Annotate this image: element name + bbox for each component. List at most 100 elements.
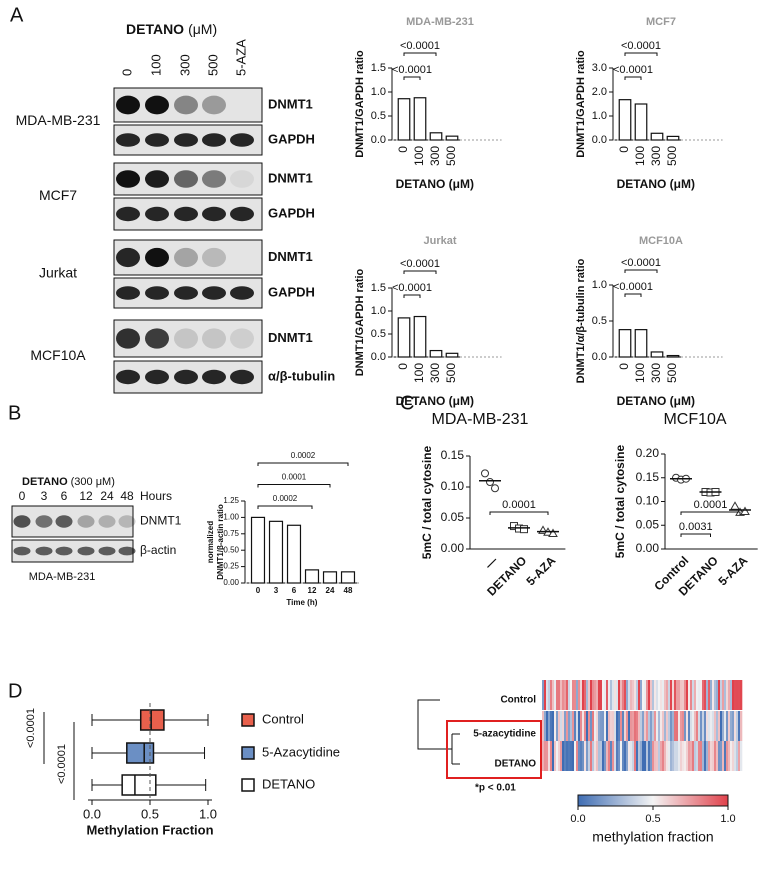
- heatmap-cell: [730, 680, 733, 710]
- y-axis-label: DNMT1/GAPDH ratio: [354, 268, 366, 376]
- heatmap-cell: [546, 711, 549, 741]
- y-axis-label: DNMT1/GAPDH ratio: [575, 50, 587, 158]
- heatmap-cell: [694, 680, 697, 710]
- x-tick-label: 100: [412, 146, 426, 166]
- heatmap-cell: [626, 711, 629, 741]
- row-label: DETANO: [495, 759, 537, 770]
- heatmap-cell: [552, 711, 555, 741]
- legend-swatch: [241, 778, 255, 792]
- heatmap-cell: [588, 680, 591, 710]
- x-tick-label: 300: [649, 363, 663, 383]
- heatmap-cell: [608, 680, 611, 710]
- heatmap-cell: [628, 680, 631, 710]
- heatmap-cell: [654, 680, 657, 710]
- significance-bracket: [489, 511, 549, 515]
- data-point: [548, 528, 558, 537]
- heatmap-cell: [720, 680, 723, 710]
- heatmap-cell: [658, 711, 661, 741]
- treatment: DETANO: [22, 476, 68, 488]
- heatmap-cell: [740, 711, 743, 741]
- heatmap-cell: [630, 680, 633, 710]
- heatmap-cell: [588, 711, 591, 741]
- heatmap-cell: [670, 711, 673, 741]
- heatmap-cell: [640, 741, 643, 771]
- blot-band: [202, 206, 226, 222]
- heatmap-cell: [702, 711, 705, 741]
- data-point: [730, 501, 740, 510]
- heatmap-cell: [598, 741, 601, 771]
- significance-bracket: [680, 511, 741, 515]
- heatmap-cell: [564, 711, 567, 741]
- heatmap-cell: [582, 680, 585, 710]
- x-tick-label: 0: [617, 363, 631, 370]
- cell-line-label: MCF7: [39, 187, 77, 203]
- blot-band: [145, 133, 169, 147]
- heatmap-cell: [616, 711, 619, 741]
- heatmap-cell: [600, 680, 603, 710]
- blot-band: [174, 133, 198, 147]
- cell-line-label: Jurkat: [39, 265, 77, 281]
- x-tick-label: 48: [344, 586, 353, 595]
- heatmap-cell: [610, 741, 613, 771]
- heatmap-cell: [556, 680, 559, 710]
- heatmap-cell: [658, 741, 661, 771]
- heatmap-cell: [634, 680, 637, 710]
- y-axis-label: normalized: [206, 521, 215, 563]
- x-tick-label: 100: [412, 363, 426, 383]
- heatmap-cell: [708, 711, 711, 741]
- blot-band: [174, 247, 198, 268]
- heatmap-cell: [558, 711, 561, 741]
- y-tick-label: 0.00: [441, 541, 465, 555]
- heatmap-cell: [622, 680, 625, 710]
- heatmap-cell: [714, 711, 717, 741]
- heatmap-cell: [544, 711, 547, 741]
- significance-bracket: [403, 76, 421, 80]
- x-tick-label: 300: [428, 363, 442, 383]
- blot-band: [174, 286, 198, 300]
- x-tick-label: 0: [396, 146, 410, 153]
- y-tick-label: 0.0: [592, 134, 607, 146]
- blot-band: [35, 546, 53, 556]
- bar: [304, 569, 320, 584]
- chart-title: MDA-MB-231: [432, 411, 529, 428]
- heatmap-cell: [646, 711, 649, 741]
- heatmap-cell: [674, 711, 677, 741]
- heatmap-cell: [732, 680, 735, 710]
- lane-label: 0: [119, 69, 134, 76]
- x-tick-label: —: [482, 553, 500, 571]
- x-tick-label: 300: [428, 146, 442, 166]
- heatmap-cell: [630, 711, 633, 741]
- heatmap-cell: [730, 741, 733, 771]
- heatmap-cell: [694, 741, 697, 771]
- heatmap-cell: [676, 680, 679, 710]
- heatmap-cell: [684, 741, 687, 771]
- heatmap-cell: [690, 680, 693, 710]
- heatmap-cell: [642, 680, 645, 710]
- heatmap-cell: [614, 741, 617, 771]
- lane-label: 100: [148, 54, 163, 76]
- bar: [413, 315, 427, 358]
- heatmap-cell: [548, 741, 551, 771]
- heatmap-cell: [702, 741, 705, 771]
- heatmap-cell: [726, 711, 729, 741]
- heatmap-cell: [658, 680, 661, 710]
- heatmap-cell: [672, 680, 675, 710]
- heatmap-cell: [612, 711, 615, 741]
- heatmap-cell: [734, 711, 737, 741]
- lane-label: 6: [61, 489, 68, 503]
- significance-label: 0.0001: [502, 499, 536, 511]
- heatmap-cell: [710, 741, 713, 771]
- bar: [286, 524, 302, 584]
- heatmap-cell: [548, 711, 551, 741]
- significance-label: <0.0001: [621, 257, 661, 269]
- bar: [397, 98, 411, 141]
- heatmap-cell: [596, 680, 599, 710]
- heatmap-cell: [682, 741, 685, 771]
- heatmap-cell: [710, 711, 713, 741]
- heatmap-cell: [722, 711, 725, 741]
- heatmap-cell: [558, 741, 561, 771]
- heatmap-cell: [652, 680, 655, 710]
- x-tick-label: 3: [274, 586, 279, 595]
- heatmap-cell: [620, 741, 623, 771]
- heatmap-cell: [624, 680, 627, 710]
